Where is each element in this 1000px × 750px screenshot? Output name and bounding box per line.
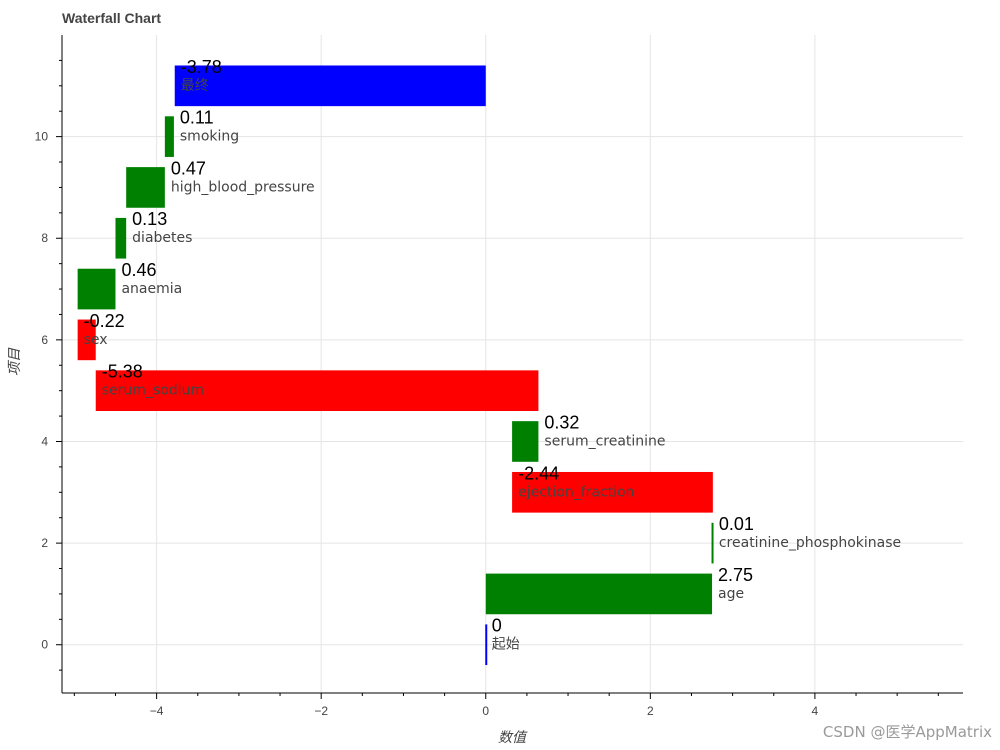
category-label: diabetes xyxy=(132,230,192,246)
y-tick-label: 4 xyxy=(41,434,48,448)
bar-serum_creatinine xyxy=(512,421,539,462)
bar-ejection_fraction xyxy=(512,471,713,513)
category-label: serum_creatinine xyxy=(544,433,665,449)
x-tick-label: 2 xyxy=(647,704,654,718)
category-label: serum_sodium xyxy=(102,383,204,399)
category-label: anaemia xyxy=(121,281,182,297)
y-tick-label: 8 xyxy=(41,231,48,245)
value-label: -2.44 xyxy=(518,463,559,483)
category-label: creatinine_phosphokinase xyxy=(719,535,901,551)
y-tick-label: 6 xyxy=(41,333,48,347)
value-label: -5.38 xyxy=(102,362,143,382)
category-label: ejection_fraction xyxy=(518,484,634,500)
bar-最终 xyxy=(174,65,486,107)
chart-title: Waterfall Chart xyxy=(62,10,161,26)
bar-anaemia xyxy=(77,268,116,310)
value-label: 0.32 xyxy=(544,412,579,432)
value-label: -3.78 xyxy=(181,57,222,77)
value-label: 0.47 xyxy=(171,158,206,178)
value-label: 0 xyxy=(492,616,502,636)
bar-smoking xyxy=(164,116,174,157)
category-label: age xyxy=(718,586,744,602)
category-label: 起始 xyxy=(492,637,520,653)
x-tick-label: 4 xyxy=(812,704,819,718)
bar-creatinine_phosphokinase xyxy=(711,522,714,564)
value-label: 0.46 xyxy=(121,260,156,280)
grid-lines xyxy=(62,35,963,693)
value-label: 0.11 xyxy=(180,108,214,128)
x-tick-label: −2 xyxy=(314,704,328,718)
watermark: CSDN @医学AppMatrix xyxy=(822,723,992,741)
x-tick-label: 0 xyxy=(482,704,489,718)
category-label: high_blood_pressure xyxy=(171,179,315,195)
bar-diabetes xyxy=(115,217,127,259)
x-axis-label: 数值 xyxy=(498,730,528,746)
category-label: 最终 xyxy=(181,78,209,94)
value-label: -0.22 xyxy=(84,311,125,331)
y-axis-label: 项目 xyxy=(7,347,23,376)
axes: −4 −2 0 2 4 0 2 4 6 8 10 xyxy=(35,35,963,718)
value-label: 0.01 xyxy=(719,514,754,534)
y-tick-label: 0 xyxy=(41,638,48,652)
value-label: 0.13 xyxy=(132,209,167,229)
y-tick-label: 10 xyxy=(35,130,49,144)
bar-high_blood_pressure xyxy=(126,167,165,208)
bar-起始 xyxy=(485,624,488,666)
bar-age xyxy=(485,573,713,615)
bars xyxy=(77,65,714,666)
x-tick-label: −4 xyxy=(150,704,164,718)
bar-serum_sodium xyxy=(95,370,539,411)
category-label: sex xyxy=(84,332,108,348)
y-tick-label: 2 xyxy=(41,536,48,550)
category-label: smoking xyxy=(180,129,239,145)
bar-sex xyxy=(77,319,96,361)
value-label: 2.75 xyxy=(718,565,753,585)
